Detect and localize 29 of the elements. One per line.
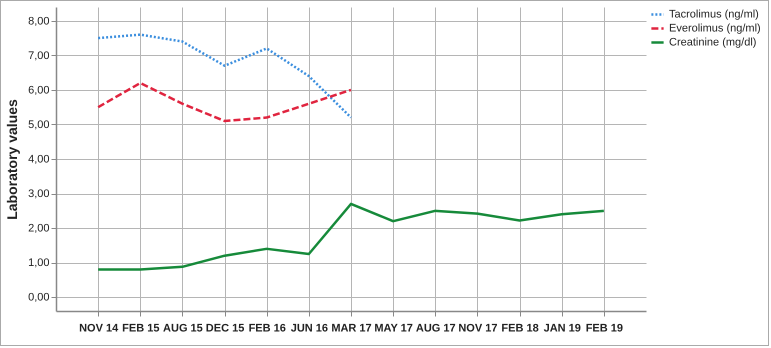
x-tick-label: JUN 16 xyxy=(290,322,328,334)
y-tick-label: 4,00 xyxy=(28,154,50,166)
x-tick-label: FEB 16 xyxy=(248,322,286,334)
y-tick-label: 1,00 xyxy=(28,257,50,270)
y-tick-label: 5,00 xyxy=(28,118,50,131)
y-tick-label: 6,00 xyxy=(28,84,50,96)
x-tick-label: NOV 17 xyxy=(458,322,498,334)
x-tick-label: AUG 15 xyxy=(163,322,203,334)
line-series xyxy=(96,33,352,119)
legend-label: Tacrolimus (ng/ml) xyxy=(669,8,759,20)
x-tick-label: MAY 17 xyxy=(374,322,413,334)
legend-label: Creatinine (mg/dl) xyxy=(669,36,756,48)
x-tick-label: FEB 15 xyxy=(122,322,160,334)
x-tick-label: NOV 14 xyxy=(79,322,120,334)
y-tick-label: 7,00 xyxy=(28,50,50,62)
y-tick-label: 8,00 xyxy=(28,15,50,28)
x-tick-label: AUG 17 xyxy=(416,322,456,334)
line-series xyxy=(96,202,606,271)
line-series xyxy=(96,82,352,122)
x-tick-label: MAR 17 xyxy=(331,322,372,334)
y-tick-label: 3,00 xyxy=(28,188,50,200)
y-tick-label: 0,00 xyxy=(28,292,50,304)
legend-label: Everolimus (ng/ml) xyxy=(669,22,761,34)
x-tick-label: JAN 19 xyxy=(544,322,581,334)
x-tick-label: FEB 18 xyxy=(501,322,539,334)
y-tick-label: 2,00 xyxy=(28,222,50,235)
y-axis-title: Laboratory values xyxy=(4,98,20,220)
x-tick-label: FEB 19 xyxy=(586,322,624,334)
x-tick-label: DEC 15 xyxy=(206,322,244,334)
